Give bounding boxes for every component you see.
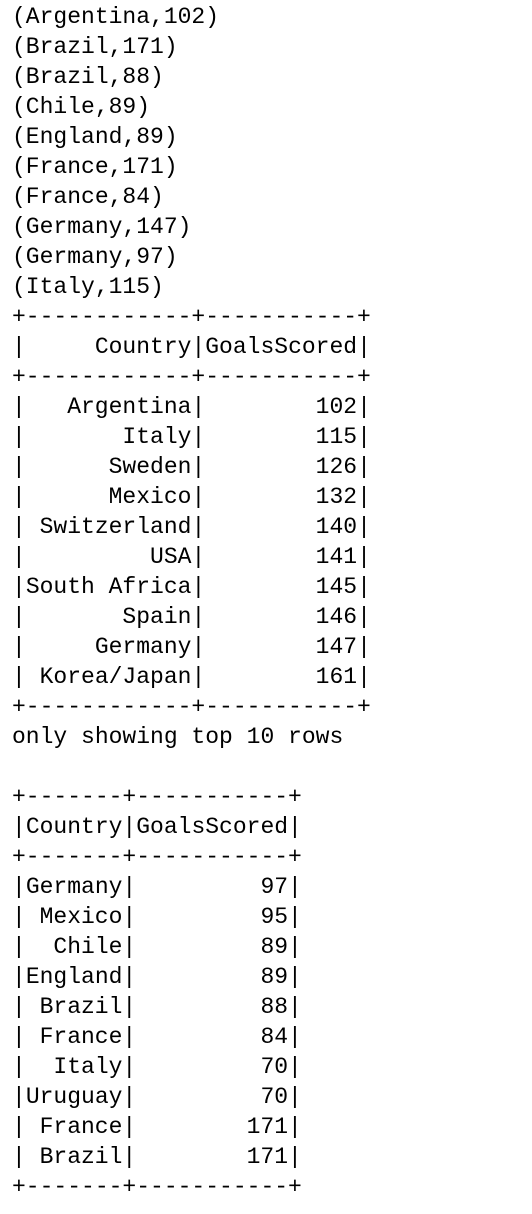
table-cell: 97 [260,874,289,900]
table-row: | Spain| 146| [12,604,371,630]
table-row: | Argentina| 102| [12,394,371,420]
table-row: | Chile| 89| [12,934,302,960]
table-cell: Korea/Japan [39,664,192,690]
table-cell: Brazil [39,994,123,1020]
table-row: | USA| 141| [12,544,371,570]
table-border: +------------+-----------+ [12,304,371,330]
table-border: +------------+-----------+ [12,364,371,390]
table-cell: Mexico [39,904,123,930]
blank-line [12,752,532,782]
header-cell: Country [94,334,192,360]
table-cell: 132 [315,484,358,510]
table-header: |Country|GoalsScored| [12,814,302,840]
table-header: |Country|GoalsScored| [12,334,371,360]
table-cell: France [39,1114,123,1140]
table-cell: 88 [260,994,289,1020]
table-row: | France| 84| [12,1024,302,1050]
table-row: | Brazil| 88| [12,994,302,1020]
table-cell: USA [150,544,192,570]
table-cell: Chile [53,934,123,960]
table-border: +-------+-----------+ [12,844,302,870]
header-cell: Country [25,814,123,840]
table-cell: Germany [25,874,123,900]
table-cell: France [39,1024,123,1050]
output-line: (Argentina,102) [12,4,220,30]
table-row: | Korea/Japan| 161| [12,664,371,690]
table-cell: 115 [315,424,358,450]
table-row: |Germany| 97| [12,874,302,900]
table-cell: England [25,964,123,990]
table-cell: Uruguay [25,1084,123,1110]
table-cell: South Africa [25,574,192,600]
output-line: (Brazil,171) [12,34,178,60]
table-footer: only showing top 10 rows [12,724,344,750]
table-cell: 126 [315,454,358,480]
table-cell: Switzerland [39,514,192,540]
table-cell: 171 [246,1144,289,1170]
table-cell: 171 [246,1114,289,1140]
table-row: |Uruguay| 70| [12,1084,302,1110]
table-cell: 89 [260,934,289,960]
output-line: (Chile,89) [12,94,151,120]
table-row: | Sweden| 126| [12,454,371,480]
table-cell: 145 [315,574,358,600]
table-cell: 70 [260,1084,289,1110]
table-cell: 141 [315,544,358,570]
table-border: +-------+-----------+ [12,784,302,810]
table-cell: 161 [315,664,358,690]
table-cell: Sweden [108,454,192,480]
table-row: | Germany| 147| [12,634,371,660]
table-cell: Spain [122,604,192,630]
output-line: (France,84) [12,184,164,210]
output-line: (France,171) [12,154,178,180]
table-row: |England| 89| [12,964,302,990]
table-row: | France| 171| [12,1114,302,1140]
table-cell: Germany [94,634,192,660]
table-cell: Brazil [39,1144,123,1170]
table-row: |South Africa| 145| [12,574,371,600]
table-cell: Italy [53,1054,123,1080]
table-cell: 146 [315,604,358,630]
table-cell: 89 [260,964,289,990]
table-cell: 102 [315,394,358,420]
header-cell: GoalsScored [205,334,358,360]
table-cell: 95 [260,904,289,930]
table-border: +------------+-----------+ [12,694,371,720]
table-row: | Switzerland| 140| [12,514,371,540]
table-row: | Italy| 70| [12,1054,302,1080]
table-row: | Brazil| 171| [12,1144,302,1170]
table-row: | Mexico| 95| [12,904,302,930]
table-cell: Argentina [67,394,192,420]
output-line: (England,89) [12,124,178,150]
table-cell: Italy [122,424,192,450]
output-line: (Germany,97) [12,244,178,270]
header-cell: GoalsScored [136,814,289,840]
output-line: (Germany,147) [12,214,192,240]
table-cell: 140 [315,514,358,540]
table-border: +-------+-----------+ [12,1174,302,1200]
table-cell: 70 [260,1054,289,1080]
table-row: | Italy| 115| [12,424,371,450]
table-cell: 84 [260,1024,289,1050]
output-line: (Italy,115) [12,274,164,300]
table-cell: Mexico [108,484,192,510]
output-line: (Brazil,88) [12,64,164,90]
table-cell: 147 [315,634,358,660]
table-row: | Mexico| 132| [12,484,371,510]
